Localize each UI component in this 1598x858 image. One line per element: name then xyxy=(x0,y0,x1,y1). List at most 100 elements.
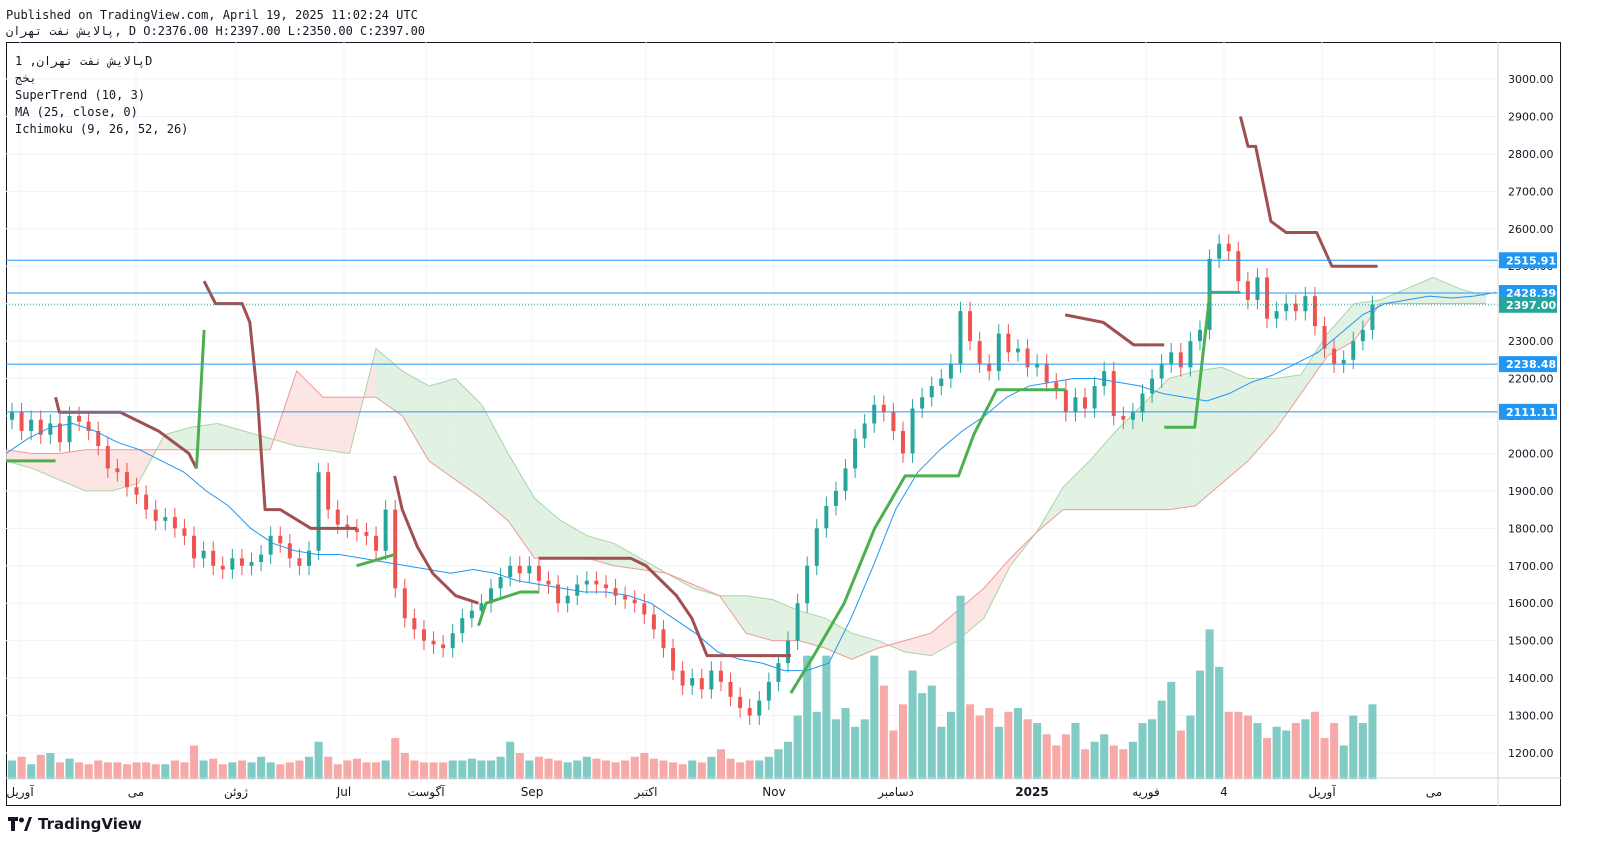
volume-bar xyxy=(851,726,860,780)
y-tick-label: 2200.00 xyxy=(1508,373,1554,386)
ichimoku-cloud-segment xyxy=(825,618,852,660)
y-tick-label: 3000.00 xyxy=(1508,73,1554,86)
legend-sub: بخج xyxy=(15,71,37,85)
volume-bar xyxy=(889,730,898,780)
volume-bar xyxy=(640,753,649,780)
x-tick-label: 2025 xyxy=(1015,785,1048,799)
candle-body xyxy=(632,599,637,604)
volume-bar xyxy=(669,762,678,780)
candle-body xyxy=(239,558,244,566)
volume-bar xyxy=(257,756,266,780)
volume-bar xyxy=(831,719,840,780)
volume-bar xyxy=(496,756,505,780)
volume-bar xyxy=(946,711,955,780)
volume-bar xyxy=(1368,704,1377,780)
candle-body xyxy=(287,543,292,559)
x-tick-label: فوریه xyxy=(1132,785,1160,800)
candle-body xyxy=(862,423,867,439)
volume-bar xyxy=(803,655,812,780)
price-chart[interactable]: 1200.00 1300.00 1400.00 1500.00 1600.00 1700.… xyxy=(6,42,1561,806)
volume-bar xyxy=(630,756,639,780)
volume-bar xyxy=(103,762,112,780)
y-tick-label: 1500.00 xyxy=(1508,635,1554,648)
ichimoku-cloud-segment xyxy=(32,453,59,480)
legend-ma[interactable]: MA (25, close, 0) xyxy=(15,105,138,119)
volume-bar xyxy=(1224,711,1233,780)
volume-bar xyxy=(190,745,199,780)
candle-body xyxy=(450,633,455,649)
volume-bar xyxy=(573,760,582,780)
volume-bar xyxy=(659,760,668,780)
volume-bar xyxy=(956,595,965,780)
volume-bar xyxy=(161,764,170,780)
supertrend-down xyxy=(1064,313,1165,347)
volume-bar xyxy=(266,762,275,780)
volume-bar xyxy=(1263,738,1272,780)
candle-body xyxy=(211,550,216,566)
candle-body xyxy=(1236,251,1241,282)
ichimoku-cloud-segment xyxy=(1248,378,1275,461)
candle-body xyxy=(153,509,158,521)
volume-bar xyxy=(362,762,371,780)
brand-name: TradingView xyxy=(38,815,142,833)
candle-body xyxy=(853,438,858,469)
candle-body xyxy=(1178,352,1183,368)
ichimoku-cloud-segment xyxy=(296,371,324,450)
candle-body xyxy=(469,610,474,619)
candle-body xyxy=(67,416,72,443)
ichimoku-cloud-segment xyxy=(1168,371,1196,510)
volume-bar xyxy=(985,708,994,780)
candle-body xyxy=(345,524,350,529)
level-label-bg xyxy=(1499,403,1557,420)
candle-body xyxy=(517,565,522,574)
candle-body xyxy=(134,487,139,495)
candle-body xyxy=(527,565,532,574)
volume-bar xyxy=(1071,723,1080,780)
candle-body xyxy=(661,629,666,649)
volume-bar xyxy=(448,760,457,780)
candle-body xyxy=(1322,326,1327,349)
candle-body xyxy=(910,408,915,454)
legend-symbol: پالایش نفت تهران, 1D xyxy=(15,54,153,68)
candle-body xyxy=(1140,393,1145,413)
volume-bar xyxy=(649,758,658,780)
y-tick-label: 1400.00 xyxy=(1508,672,1554,685)
candle-body xyxy=(1083,397,1088,409)
volume-bar xyxy=(1215,666,1224,780)
candle-body xyxy=(651,614,656,630)
volume-bar xyxy=(793,715,802,780)
legend-supertrend[interactable]: SuperTrend (10, 3) xyxy=(15,88,146,102)
volume-bar xyxy=(142,762,151,780)
chart-frame[interactable] xyxy=(6,42,1561,806)
candle-body xyxy=(1245,281,1250,300)
volume-bar xyxy=(1234,711,1243,780)
candle-body xyxy=(766,681,771,701)
candle-body xyxy=(297,558,302,566)
candle-body xyxy=(709,670,714,690)
candle-body xyxy=(987,363,992,372)
ichimoku-cloud-segment xyxy=(983,558,1011,619)
volume-bar xyxy=(563,762,572,780)
candle-body xyxy=(1312,296,1317,327)
candle-body xyxy=(163,517,168,521)
ichimoku-cloud-segment xyxy=(455,378,482,499)
candle-body xyxy=(230,558,235,570)
candle-body xyxy=(786,640,791,664)
x-tick-label: آوریل xyxy=(6,784,34,800)
volume-bar xyxy=(352,758,361,780)
x-tick-label: می xyxy=(128,785,144,799)
x-tick-label: آگوست xyxy=(407,784,445,800)
volume-bar xyxy=(1042,734,1051,780)
volume-bar xyxy=(621,760,630,780)
candle-body xyxy=(316,472,321,551)
y-tick-label: 2900.00 xyxy=(1508,110,1554,123)
legend-ichimoku[interactable]: Ichimoku (9, 26, 52, 26) xyxy=(15,122,189,136)
volume-bar xyxy=(1320,738,1329,780)
candle-body xyxy=(948,363,953,379)
ichimoku-span-a xyxy=(6,276,1487,657)
volume-bar xyxy=(1033,723,1042,780)
ichimoku-cloud-segment xyxy=(561,520,588,559)
candle-body xyxy=(29,419,34,431)
y-tick-label: 1200.00 xyxy=(1508,747,1554,760)
candle-body xyxy=(891,412,896,431)
